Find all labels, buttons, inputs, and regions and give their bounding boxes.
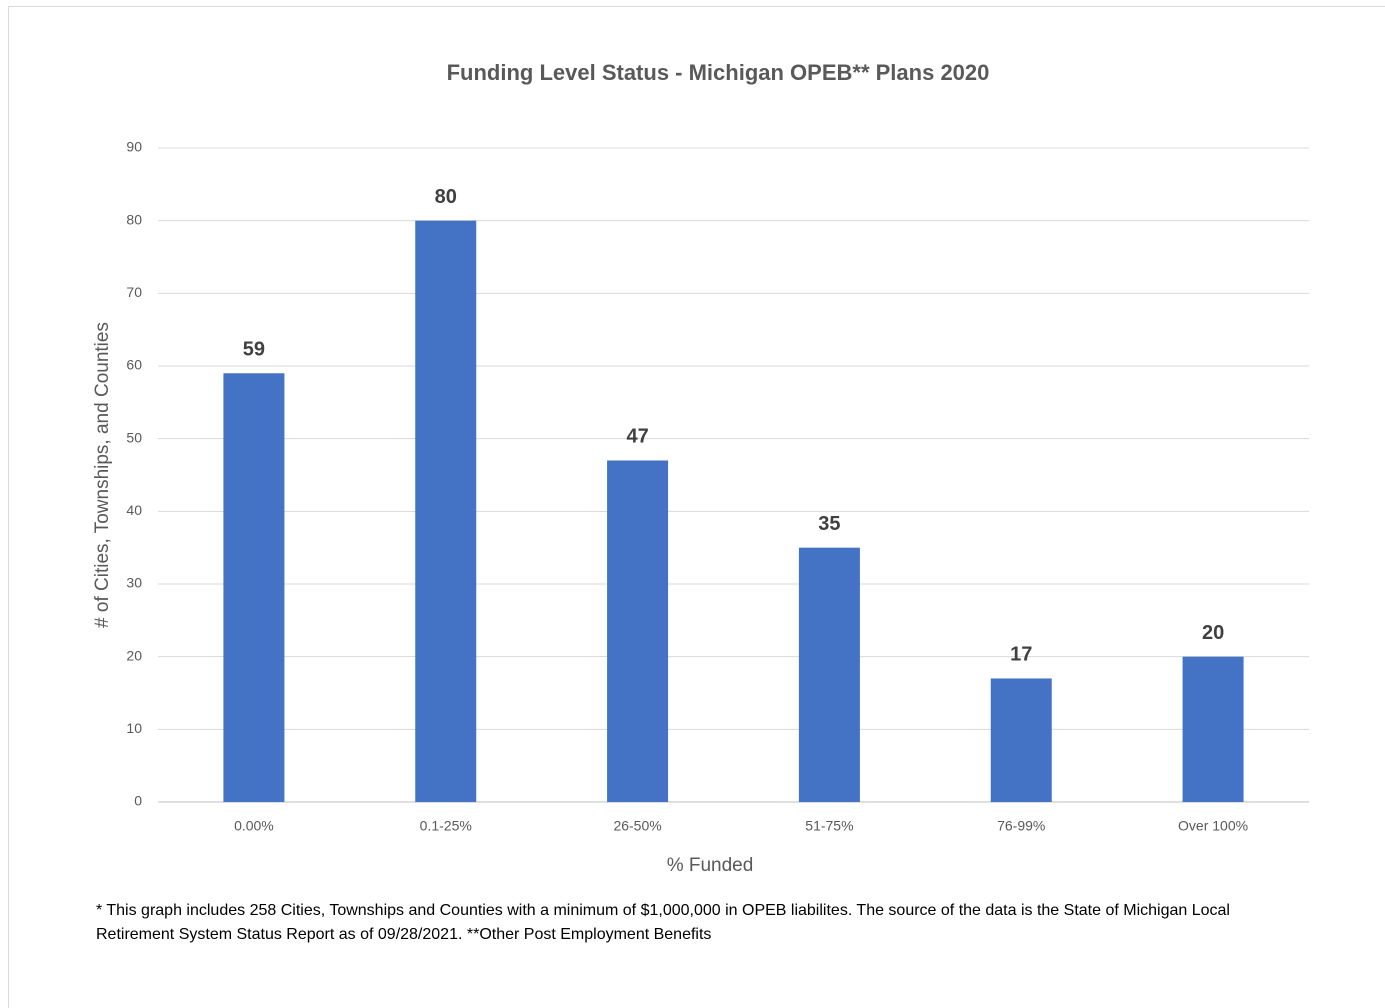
- y-tick-label: 20: [126, 647, 142, 663]
- x-tick-label: 0.1-25%: [420, 818, 472, 834]
- y-tick-label: 30: [126, 575, 142, 591]
- y-tick-label: 40: [126, 502, 142, 518]
- bar: [415, 220, 477, 802]
- y-axis-label: # of Cities, Townships, and Counties: [92, 322, 113, 628]
- data-label: 17: [1010, 644, 1032, 666]
- x-tick-label: Over 100%: [1178, 818, 1248, 834]
- data-label: 35: [818, 513, 840, 535]
- y-tick-label: 90: [126, 139, 142, 155]
- data-label: 47: [626, 426, 648, 448]
- y-tick-label: 0: [134, 793, 142, 809]
- data-label: 20: [1202, 622, 1224, 644]
- y-tick-label: 60: [126, 357, 142, 373]
- x-tick-label: 0.00%: [234, 818, 274, 834]
- y-tick-label: 10: [126, 720, 142, 736]
- chart-title: Funding Level Status - Michigan OPEB** P…: [447, 60, 990, 85]
- x-tick-label: 51-75%: [805, 818, 853, 834]
- x-tick-label: 76-99%: [997, 818, 1045, 834]
- data-label: 80: [435, 186, 457, 208]
- bar: [990, 678, 1052, 802]
- y-tick-label: 80: [126, 211, 142, 227]
- bar: [223, 373, 285, 802]
- y-tick-label: 70: [126, 284, 142, 300]
- x-tick-label: 26-50%: [613, 818, 661, 834]
- bar: [1182, 656, 1244, 802]
- data-label: 59: [243, 339, 265, 361]
- bar: [607, 460, 669, 802]
- bar: [798, 547, 860, 802]
- footnote: * This graph includes 258 Cities, Townsh…: [96, 902, 1230, 943]
- y-tick-label: 50: [126, 429, 142, 445]
- x-axis-label: % Funded: [667, 855, 754, 876]
- chart-frame: [8, 6, 1385, 1008]
